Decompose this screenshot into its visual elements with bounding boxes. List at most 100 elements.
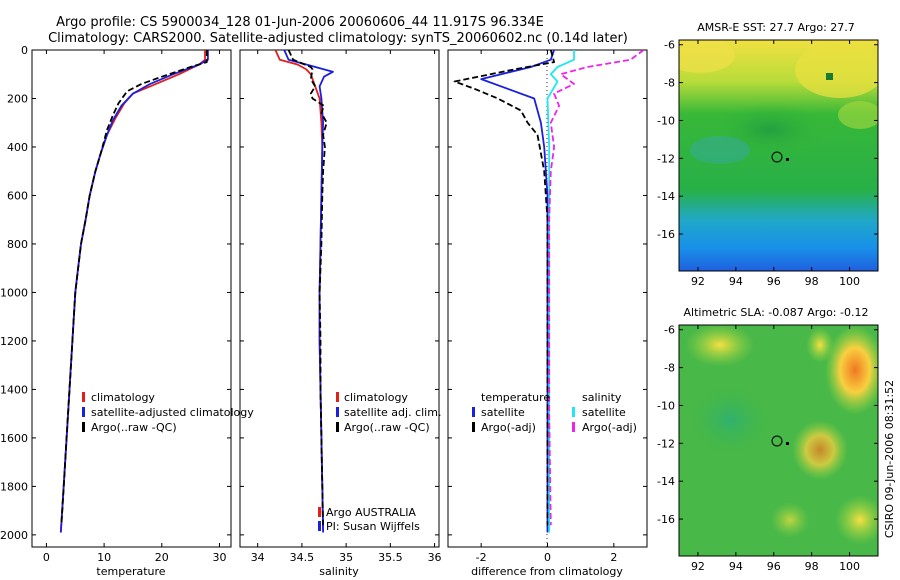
sla-high-patch	[835, 495, 878, 545]
legend-title-temperature: temperature	[481, 391, 550, 404]
sla-low-patch	[690, 385, 770, 455]
x-tick-label: 20	[155, 551, 169, 564]
figure-title-line1: Argo profile: CS 5900034_128 01-Jun-2006…	[56, 15, 544, 30]
legend-swatch-satellite-adj	[336, 407, 339, 417]
sst-map: AMSR-E SST: 27.7 Argo: 27.7 92 94 96 98 100 -…	[657, 21, 879, 288]
x-tick-label: 2	[610, 551, 617, 564]
argo-position-dot	[786, 158, 789, 161]
depth-tick-label: 1000	[0, 286, 28, 299]
map-lon-label: 100	[839, 560, 860, 573]
legend-swatch-argo	[336, 422, 339, 432]
series-line-salinity-satellite	[546, 50, 575, 533]
sla-map: Altimetric SLA: -0.087 Argo: -0.12 92 94 9…	[657, 306, 879, 573]
legend-swatch-temp-argo	[472, 422, 475, 432]
legend-label-sal-argo: Argo(-adj)	[582, 421, 637, 434]
sst-warm-patch	[795, 42, 878, 98]
sla-high-patch	[792, 420, 848, 480]
series-line-argo-raw-qc-	[287, 50, 328, 526]
salinity-xlabel: salinity	[319, 565, 359, 578]
x-tick-label: 34	[251, 551, 265, 564]
map-lon-label: 94	[729, 275, 743, 288]
legend-label-temp-argo: Argo(-adj)	[481, 421, 536, 434]
x-tick-label: 35	[339, 551, 353, 564]
sla-high-patch	[685, 325, 755, 367]
difference-lines	[453, 50, 645, 533]
legend-label-satellite-adj: satellite adj. clim.	[344, 406, 441, 419]
legend-label-satellite-adjusted: satellite-adjusted climatology	[91, 406, 254, 419]
sla-high-patch	[770, 502, 810, 538]
depth-tick-label: 800	[7, 238, 28, 251]
map-lat-label: -16	[657, 228, 675, 241]
sst-map-title: AMSR-E SST: 27.7 Argo: 27.7	[697, 21, 855, 34]
legend-swatch-satellite-adjusted	[82, 407, 85, 417]
depth-tick-label: 1800	[0, 480, 28, 493]
temperature-legend: climatology satellite-adjusted climatolo…	[82, 391, 254, 434]
map-lon-label: 92	[691, 275, 705, 288]
legend-label-argo: Argo(..raw -QC)	[344, 421, 430, 434]
temperature-ticks: 0 10 20 30 0 200 400 600 800 1000 1200 1400 1600 1800…	[0, 44, 231, 564]
series-line-salinity-argo-adj-	[548, 50, 645, 526]
x-tick-label: 36	[428, 551, 442, 564]
annotation-pi-name: PI: Susan Wijffels	[326, 520, 420, 533]
map-lon-label: 98	[805, 560, 819, 573]
legend-swatch-sal-argo	[572, 422, 575, 432]
temperature-axes-box	[31, 49, 232, 548]
annotation-swatch-pi	[318, 521, 321, 531]
series-line-climatology	[274, 50, 324, 531]
sst-map-ticks: 92 94 96 98 100 -6 -8 -10 -12 -14 -16	[657, 39, 878, 288]
map-lat-label: -10	[657, 114, 675, 127]
sst-dark-pixel	[826, 73, 833, 80]
map-lat-label: -10	[657, 399, 675, 412]
sla-map-ticks: 92 94 96 98 100 -6 -8 -10 -12 -14 -16	[657, 324, 878, 573]
legend-swatch-climatology	[336, 392, 339, 402]
map-lat-label: -12	[657, 437, 675, 450]
argo-position-marker	[771, 435, 783, 447]
sst-warm-patch	[679, 40, 735, 73]
sst-cool-patch	[690, 136, 750, 164]
timestamp-stamp: CSIRO 09-Jun-2006 08:31:52	[883, 380, 896, 538]
figure-title-line2: Climatology: CARS2000. Satellite-adjuste…	[48, 31, 628, 46]
depth-tick-label: 2000	[0, 529, 28, 542]
legend-label-climatology: climatology	[91, 391, 155, 404]
series-line-argo-raw-qc-	[60, 50, 208, 526]
x-tick-label: 0	[544, 551, 551, 564]
map-lon-label: 94	[729, 560, 743, 573]
map-lon-label: 100	[839, 275, 860, 288]
difference-panel: -2 0 2 difference from climatology tempera…	[447, 49, 648, 578]
series-line-satellite-adjusted-climatology	[59, 50, 209, 533]
depth-tick-label: 600	[7, 189, 28, 202]
x-tick-label: 30	[212, 551, 226, 564]
map-lat-label: -8	[664, 77, 675, 90]
legend-label-sal-satellite: satellite	[582, 406, 626, 419]
x-tick-label: -2	[476, 551, 487, 564]
map-lat-label: -8	[664, 362, 675, 375]
depth-tick-label: 1600	[0, 432, 28, 445]
salinity-lines	[274, 50, 334, 533]
series-line-climatology	[59, 50, 206, 533]
map-lon-label: 96	[767, 275, 781, 288]
legend-label-climatology: climatology	[344, 391, 408, 404]
salinity-ticks: 34 34.5 35 35.5 36	[240, 49, 442, 564]
series-line-temperature-satellite	[480, 50, 555, 533]
sst-warm-patch	[838, 101, 878, 129]
legend-title-salinity: salinity	[582, 391, 622, 404]
depth-tick-label: 1200	[0, 335, 28, 348]
difference-legend: temperature satellite Argo(-adj) salinit…	[472, 391, 637, 434]
x-tick-label: 10	[97, 551, 111, 564]
legend-swatch-temp-satellite	[472, 407, 475, 417]
sla-high-patch	[825, 325, 878, 415]
map-lon-label: 92	[691, 560, 705, 573]
depth-tick-label: 400	[7, 141, 28, 154]
salinity-legend: climatology satellite adj. clim. Argo(..…	[318, 391, 441, 533]
x-tick-label: 34.5	[290, 551, 315, 564]
legend-swatch-argo	[82, 422, 85, 432]
map-lat-label: -14	[657, 475, 675, 488]
annotation-argo-australia: Argo AUSTRALIA	[326, 506, 416, 519]
legend-swatch-sal-satellite	[572, 407, 575, 417]
annotation-swatch-argo-australia	[318, 507, 321, 517]
salinity-panel: 34 34.5 35 35.5 36 salinity climatology sate…	[239, 49, 442, 578]
depth-tick-label: 1400	[0, 383, 28, 396]
map-lat-label: -16	[657, 513, 675, 526]
sst-cool-patch	[710, 102, 830, 158]
